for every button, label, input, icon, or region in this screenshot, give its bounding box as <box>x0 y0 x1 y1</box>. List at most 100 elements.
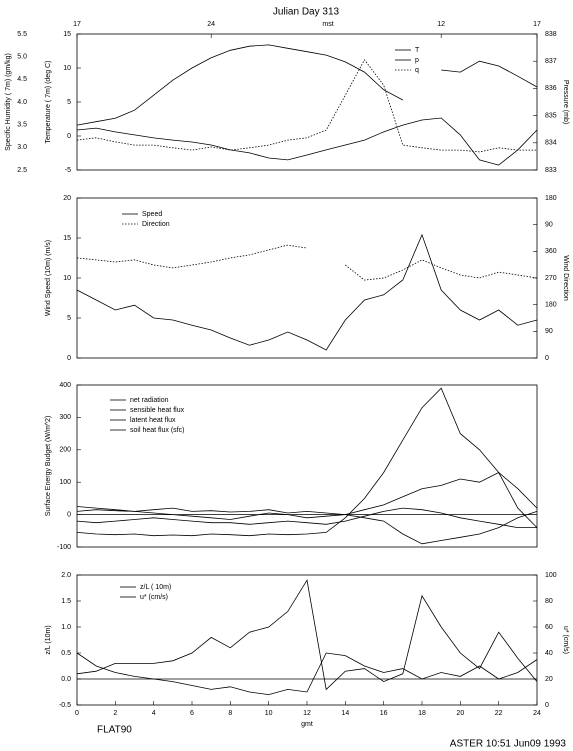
y2-tick-label: 270 <box>545 275 557 282</box>
y3-tick-label: 3.0 <box>17 144 27 151</box>
footer-left: FLAT90 <box>97 725 132 736</box>
y2-tick-label: 100 <box>545 572 557 579</box>
y-tick-label: 20 <box>63 195 71 202</box>
series-line <box>76 233 538 351</box>
y-tick-label: -0.5 <box>59 702 71 709</box>
x-tick-label: 2 <box>113 710 117 717</box>
x-tick-label: 4 <box>152 710 156 717</box>
y-tick-label: 2.0 <box>61 572 71 579</box>
y2-tick-label: 836 <box>545 85 557 92</box>
series-line <box>76 652 538 696</box>
series-line <box>76 507 537 528</box>
x-tick-label: 14 <box>341 710 349 717</box>
y2-tick-label: 838 <box>545 31 557 38</box>
y2-tick-label: 360 <box>545 248 557 255</box>
y2-tick-label: 40 <box>545 650 553 657</box>
x2-tick-label: 17 <box>73 21 81 28</box>
y2-tick-label: 90 <box>545 222 553 229</box>
legend-label: latent heat flux <box>130 417 176 424</box>
y-tick-label: 200 <box>59 447 71 454</box>
legend-label: q <box>415 67 419 74</box>
series-line <box>76 117 538 166</box>
x2-tick-label: 17 <box>533 21 541 28</box>
legend-label: T <box>415 47 420 54</box>
series-line <box>76 472 538 520</box>
y2-tick-label: 837 <box>545 58 557 65</box>
y-tick-label: 100 <box>59 479 71 486</box>
legend-label: sensible heat flux <box>130 407 185 414</box>
footer-right: ASTER 10:51 Jun09 1993 <box>450 739 567 750</box>
y3-tick-label: 4.0 <box>17 99 27 106</box>
x2-axis-title: mst <box>322 21 333 28</box>
y-axis-title: z/L (10m) <box>45 625 52 654</box>
legend-label: z/L ( 10m) <box>140 584 171 591</box>
x-tick-label: 0 <box>75 710 79 717</box>
x-axis-title: gmt <box>301 721 313 728</box>
legend-label: net radiation <box>130 397 169 404</box>
series-line <box>76 387 538 537</box>
series-line <box>76 244 538 281</box>
series-line <box>76 59 537 153</box>
y3-tick-label: 5.5 <box>17 31 27 38</box>
y-tick-label: 5 <box>67 99 71 106</box>
series-line <box>76 507 538 545</box>
x-tick-label: 10 <box>265 710 273 717</box>
x-tick-label: 6 <box>190 710 194 717</box>
y-tick-label: -5 <box>65 167 71 174</box>
x-tick-label: 12 <box>303 710 311 717</box>
legend-label: soil heat flux (sfc) <box>130 427 184 434</box>
y-tick-label: 10 <box>63 275 71 282</box>
y2-tick-label: 0 <box>545 355 549 362</box>
y-tick-label: 0 <box>67 511 71 518</box>
y2-axis-title: Pressure (mb) <box>562 80 569 124</box>
y2-axis-title: Wind Direction <box>562 255 569 301</box>
legend-label: u* (cm/s) <box>140 594 168 601</box>
y2-tick-label: 180 <box>545 195 557 202</box>
y2-tick-label: 180 <box>545 302 557 309</box>
chart-title: Julian Day 313 <box>273 7 340 18</box>
y-tick-label: 400 <box>59 382 71 389</box>
series-line <box>76 579 538 691</box>
y-tick-label: 0 <box>67 355 71 362</box>
y-tick-label: 0 <box>67 133 71 140</box>
y3-tick-label: 2.5 <box>17 167 27 174</box>
y-tick-label: 5 <box>67 315 71 322</box>
legend-label: p <box>415 57 419 64</box>
y-axis-title: Wind Speed (10m) (m/s) <box>45 240 52 316</box>
x-tick-label: 8 <box>228 710 232 717</box>
x-tick-label: 18 <box>418 710 426 717</box>
y-tick-label: 1.0 <box>61 624 71 631</box>
x-tick-label: 24 <box>533 710 541 717</box>
y-tick-label: 0.5 <box>61 650 71 657</box>
y2-tick-label: 835 <box>545 112 557 119</box>
y3-axis-title: Specific Humidity ( 7m) (gm/kg) <box>5 53 12 151</box>
y2-tick-label: 834 <box>545 140 557 147</box>
y-tick-label: 15 <box>63 235 71 242</box>
y2-tick-label: 0 <box>545 702 549 709</box>
y2-tick-label: 833 <box>545 167 557 174</box>
x2-tick-label: 24 <box>207 21 215 28</box>
y-tick-label: -100 <box>57 544 71 551</box>
y-tick-label: 0.0 <box>61 676 71 683</box>
x-tick-label: 22 <box>495 710 503 717</box>
y2-tick-label: 80 <box>545 598 553 605</box>
y2-axis-title: u* (cm/s) <box>562 626 569 654</box>
y-axis-title: Surface Energy Budget (W/m^2) <box>45 416 52 517</box>
y3-tick-label: 5.0 <box>17 54 27 61</box>
y2-tick-label: 60 <box>545 624 553 631</box>
x2-tick-label: 12 <box>437 21 445 28</box>
y2-tick-label: 90 <box>545 328 553 335</box>
x-tick-label: 16 <box>380 710 388 717</box>
legend-label: Speed <box>142 211 162 218</box>
y-tick-label: 1.5 <box>61 598 71 605</box>
y-axis-title: Temperature ( 7m) (deg C) <box>45 61 52 144</box>
y-tick-label: 10 <box>63 65 71 72</box>
series-line <box>76 44 538 126</box>
plot-frame <box>76 384 538 548</box>
y-tick-label: 15 <box>63 31 71 38</box>
y3-tick-label: 4.5 <box>17 76 27 83</box>
x-tick-label: 20 <box>456 710 464 717</box>
legend-label: Direction <box>142 221 170 228</box>
plot-frame <box>76 33 538 171</box>
